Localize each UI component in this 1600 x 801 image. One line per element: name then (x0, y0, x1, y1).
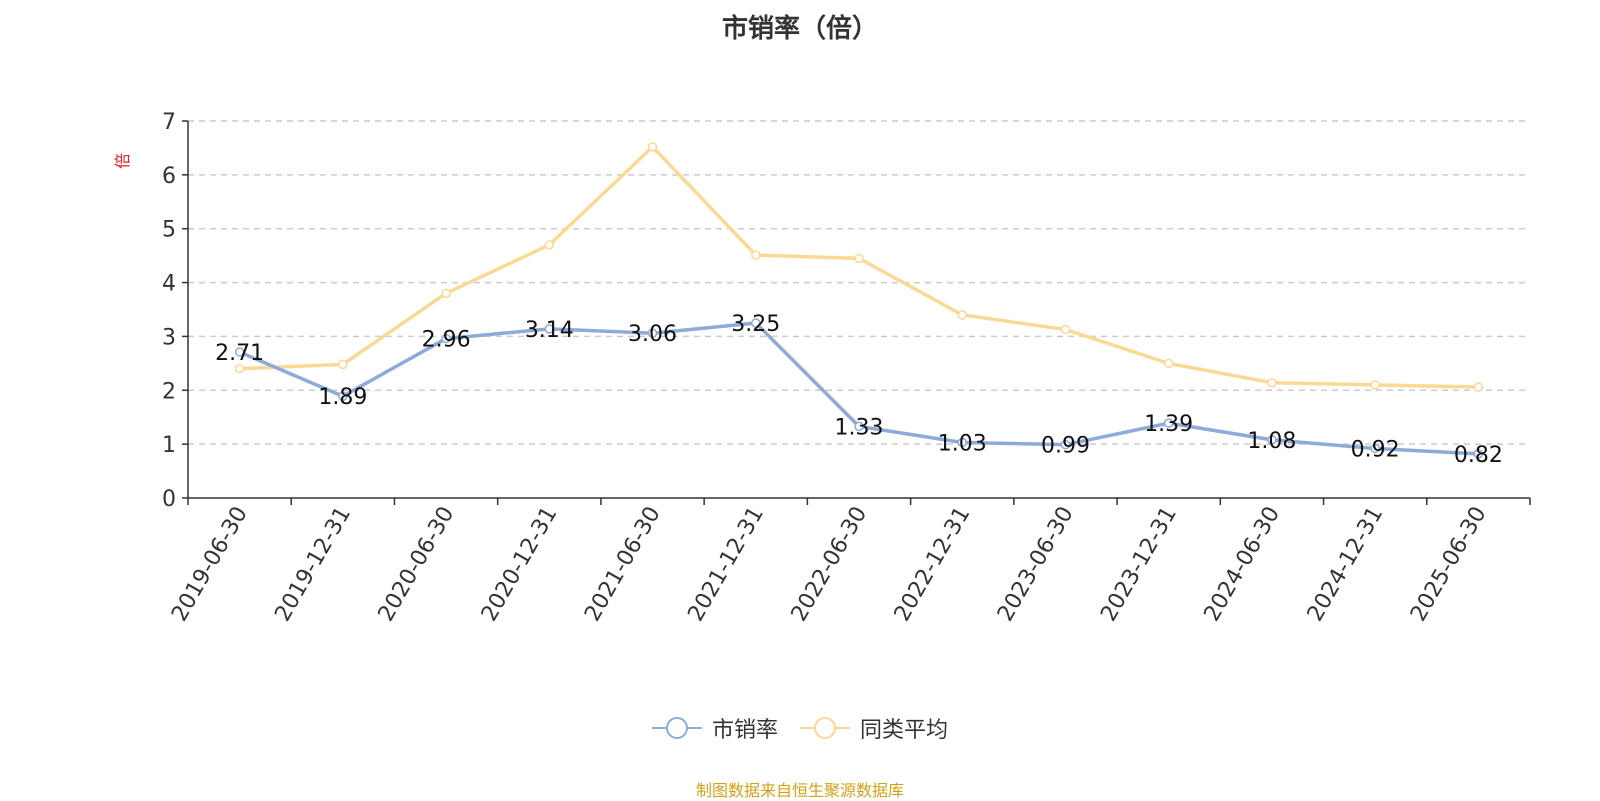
data-label: 1.39 (1144, 412, 1193, 437)
x-tick-label: 2021-12-31 (683, 503, 769, 626)
data-point-series-1 (647, 142, 658, 152)
data-point-series-1 (1267, 377, 1277, 388)
data-point-series-1 (544, 240, 555, 250)
y-tick-label: 5 (162, 218, 176, 243)
data-point-series-1 (751, 250, 761, 260)
chart-title: 市销率（倍） (721, 14, 878, 44)
x-tick-label: 2021-06-30 (580, 503, 666, 626)
y-tick-label: 3 (162, 325, 176, 350)
legend-marker-series-0 (651, 717, 702, 739)
data-point-series-0 (1060, 439, 1071, 450)
data-point-series-1 (441, 288, 451, 299)
data-point-series-0 (441, 333, 451, 344)
y-axis-label: 倍 (113, 153, 132, 169)
data-point-series-0 (544, 324, 555, 334)
x-tick-label: 2024-06-30 (1200, 503, 1286, 626)
legend-item-series-0[interactable]: 市销率 (651, 712, 778, 744)
source-footer: 制图数据来自恒生聚源数据库 (695, 781, 904, 800)
data-point-series-0 (1473, 449, 1484, 459)
data-point-series-1 (957, 310, 967, 320)
y-tick-label: 1 (162, 433, 176, 458)
x-tick-label: 2019-06-30 (167, 503, 253, 626)
data-label: 1.33 (835, 415, 884, 440)
data-point-series-1 (1370, 380, 1380, 390)
legend-marker-series-1 (800, 717, 850, 739)
x-tick-label: 2020-12-31 (477, 503, 563, 626)
data-label: 0.99 (1041, 434, 1090, 459)
data-labels: 2.71 1.89 2.96 3.14 3.06 3.25 1.33 1.03 0.99 1.39… (215, 312, 1503, 468)
legend-label-series-0: 市销率 (711, 718, 778, 743)
x-tick-label: 2023-06-30 (993, 503, 1079, 626)
data-point-series-0 (1163, 418, 1174, 428)
data-point-series-1 (1473, 382, 1484, 392)
data-point-series-0 (338, 391, 348, 401)
y-tick-label: 0 (162, 487, 176, 512)
data-point-series-1 (338, 359, 348, 370)
y-tick-label: 6 (162, 164, 176, 189)
data-point-series-0 (957, 437, 967, 448)
y-tick-label: 2 (162, 379, 176, 404)
legend-item-series-1[interactable]: 同类平均 (800, 712, 948, 744)
data-point-series-1 (854, 253, 864, 264)
data-point-series-0 (751, 318, 761, 328)
data-label: 3.06 (628, 322, 677, 347)
legend: 市销率 同类平均 (0, 712, 1600, 744)
grid-lines (188, 120, 1530, 445)
y-tick-label: 4 (162, 272, 176, 297)
x-tick-label: 2022-06-30 (787, 503, 873, 626)
legend-label-series-1: 同类平均 (860, 718, 949, 743)
x-tick-label: 2020-06-30 (374, 503, 460, 626)
data-point-series-1 (1060, 324, 1071, 335)
x-tick-label: 2024-12-31 (1303, 503, 1389, 626)
data-point-series-1 (234, 363, 245, 374)
data-point-series-0 (854, 421, 864, 432)
x-tick-label: 2025-06-30 (1406, 503, 1492, 626)
x-tick-label: 2019-12-31 (270, 503, 356, 626)
data-point-series-0 (234, 347, 245, 357)
x-tick-label: 2022-12-31 (890, 503, 976, 626)
data-label: 1.03 (938, 432, 987, 457)
data-point-series-1 (1163, 358, 1174, 369)
data-label: 3.25 (731, 312, 780, 337)
data-label: 3.14 (525, 318, 574, 343)
data-point-series-0 (647, 328, 658, 338)
data-label: 1.08 (1247, 429, 1296, 454)
data-label: 2.71 (215, 341, 264, 366)
data-point-series-0 (1267, 435, 1277, 445)
data-label: 2.96 (422, 328, 471, 353)
data-point-series-0 (1370, 443, 1380, 454)
series-lines (234, 142, 1484, 459)
data-label: 1.89 (318, 385, 367, 410)
y-tick-label: 7 (162, 110, 176, 135)
data-label: 0.92 (1351, 437, 1400, 462)
data-label: 0.82 (1454, 443, 1503, 468)
x-tick-label: 2023-12-31 (1096, 503, 1182, 626)
